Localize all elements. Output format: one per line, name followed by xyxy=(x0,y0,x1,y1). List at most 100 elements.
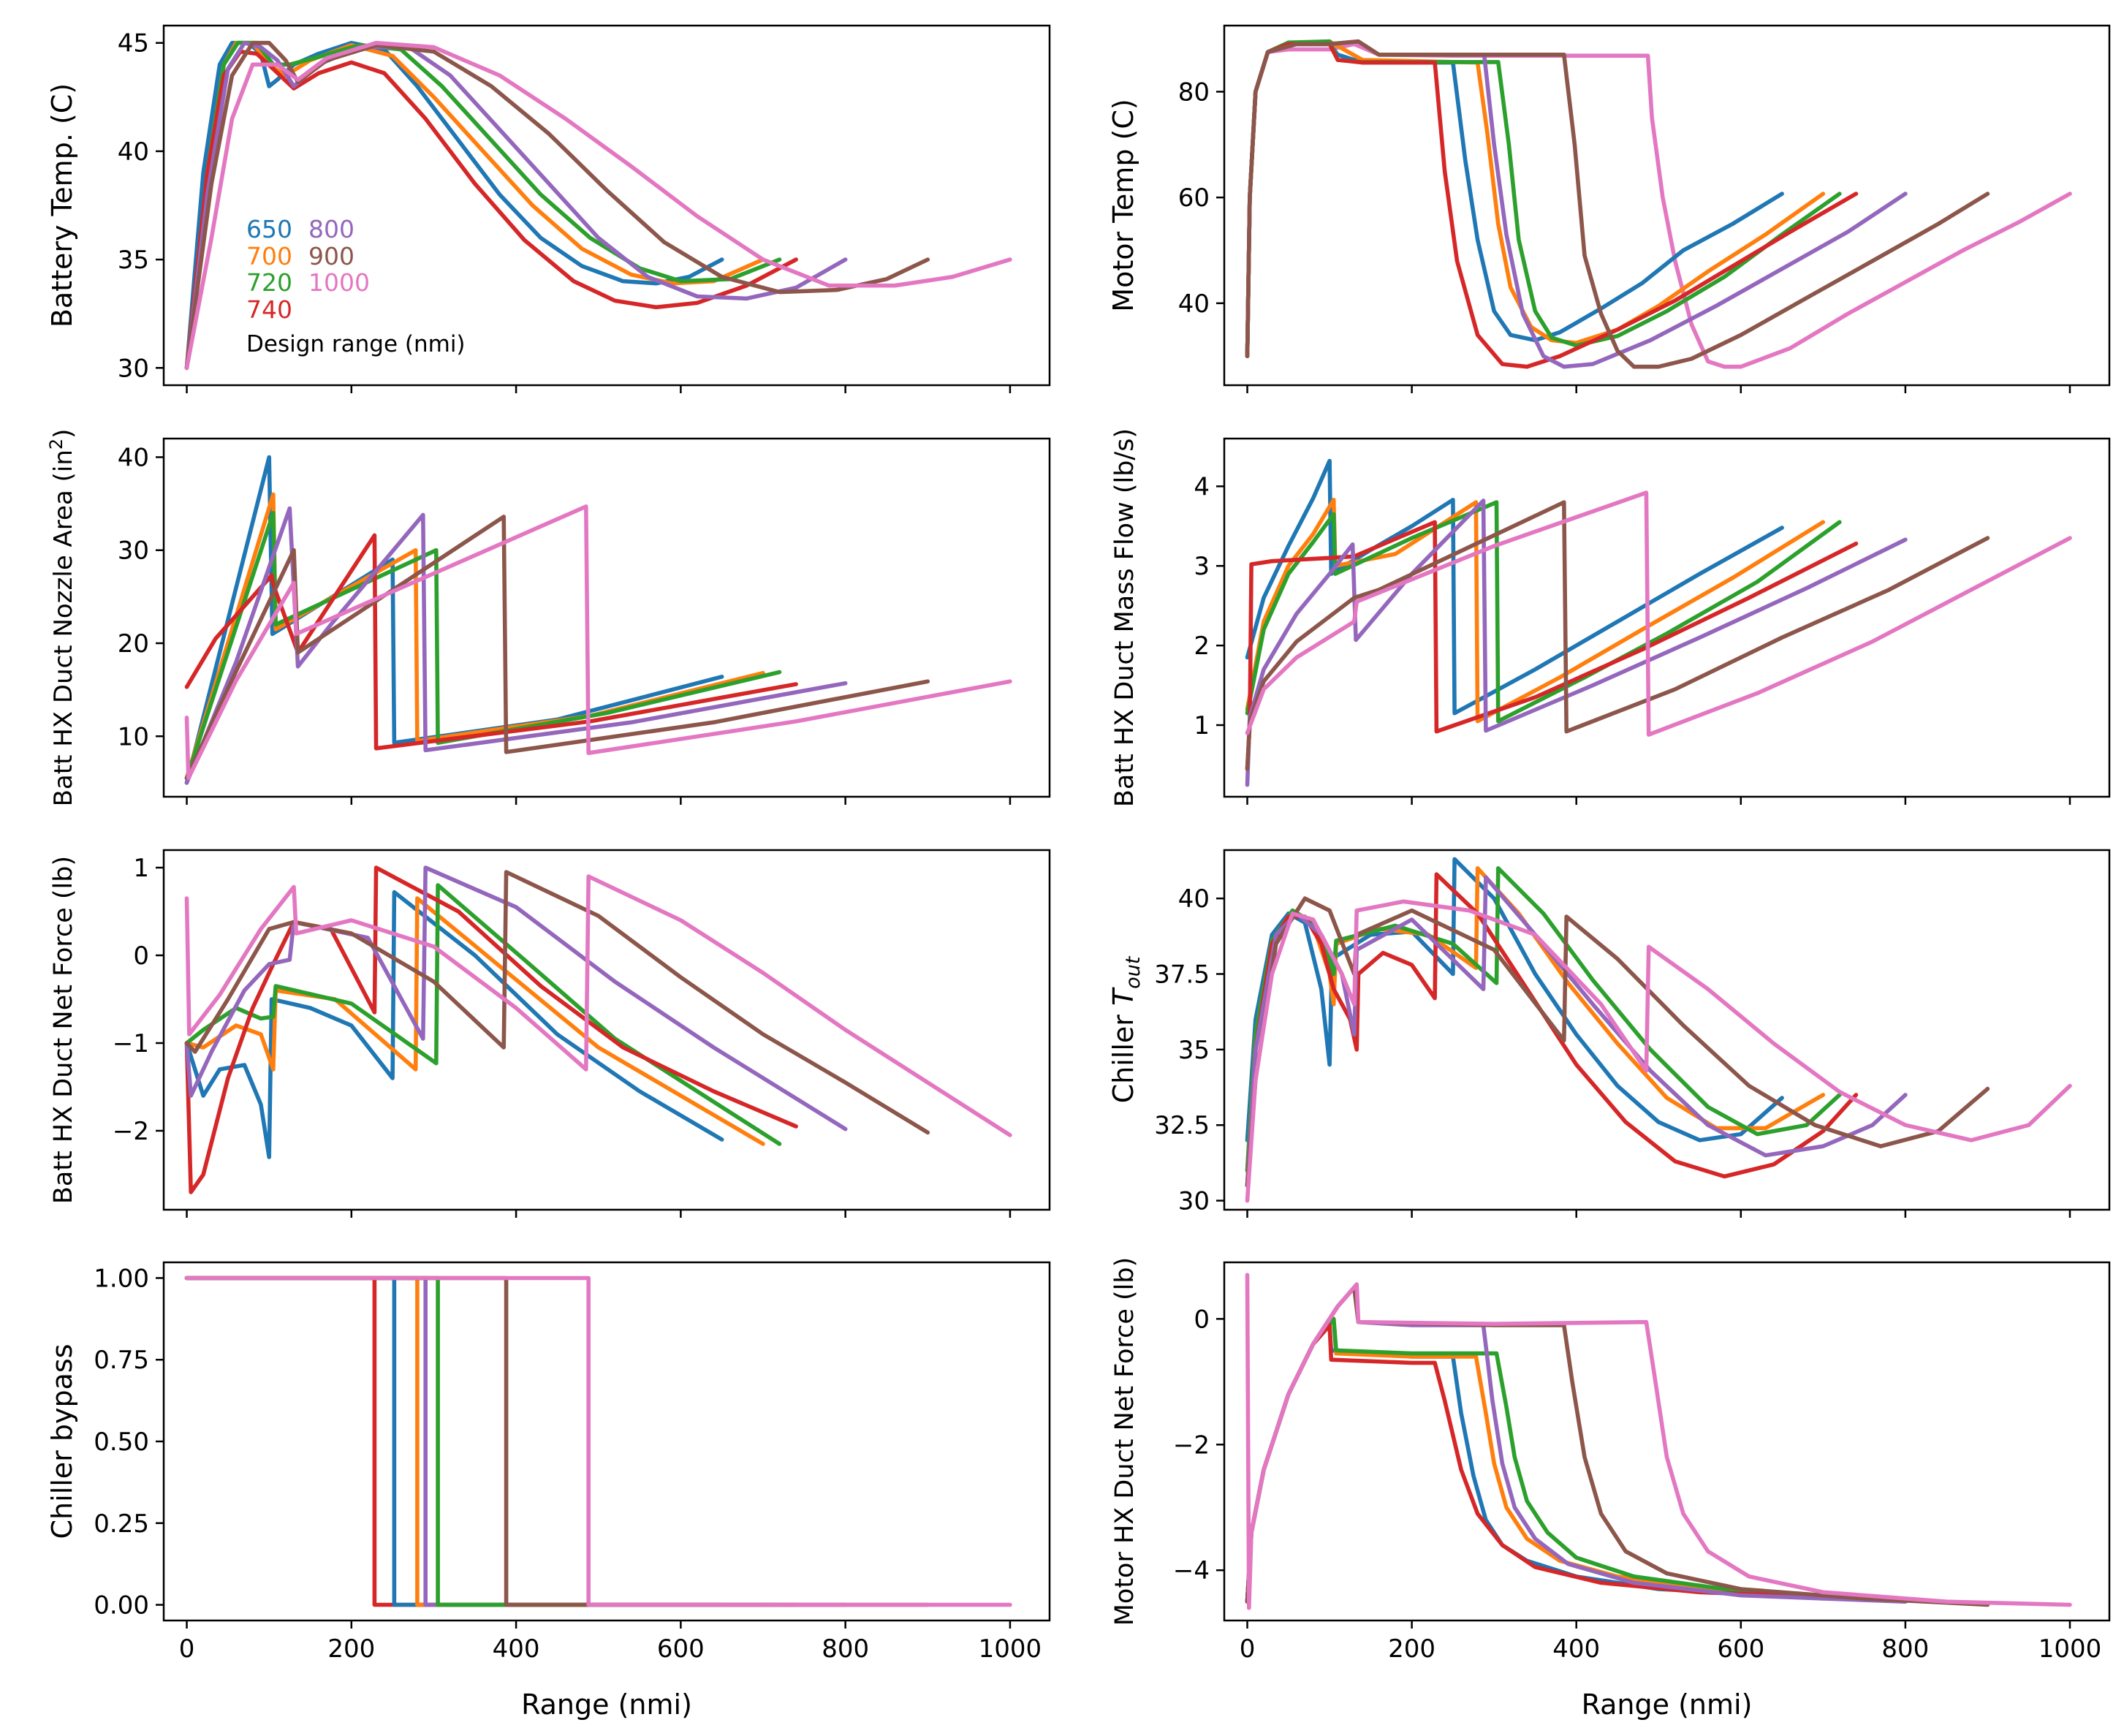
legend-label-900: 900 xyxy=(308,242,354,270)
y-tick-label: 30 xyxy=(118,537,149,566)
series-line-1000 xyxy=(184,1276,1012,1607)
series-line-900 xyxy=(1245,1285,1990,1607)
y-tick-label: 0 xyxy=(1194,1305,1210,1334)
legend-label-650: 650 xyxy=(246,215,292,243)
series-line-1000 xyxy=(1245,899,2072,1203)
legend: 650 700 720 740 800 900 1000 Design rang… xyxy=(246,215,466,357)
y-tick-label: 35 xyxy=(118,246,149,275)
series-line-740 xyxy=(1245,520,1859,771)
axes-frame xyxy=(162,24,1051,387)
series-line-740 xyxy=(1245,872,1859,1188)
x-tick-label: 0 xyxy=(179,1634,195,1664)
legend-label-720: 720 xyxy=(246,268,292,297)
legend-label-1000: 1000 xyxy=(308,268,370,297)
series-line-740 xyxy=(184,1276,798,1607)
y-axis-label: Batt HX Duct Mass Flow (lb/s) xyxy=(1110,428,1139,807)
series-line-900 xyxy=(184,40,930,371)
y-tick-label: 20 xyxy=(118,629,149,659)
series-line-720 xyxy=(1245,39,1842,358)
series-line-740 xyxy=(184,533,798,751)
y-tick-label: −2 xyxy=(1173,1430,1210,1460)
x-tick-label: 600 xyxy=(657,1634,705,1664)
series-line-800 xyxy=(184,506,848,785)
subplot-chiller-tout: 30 32.5 35 37.5 40 Chiller Tout xyxy=(1107,849,2111,1218)
series-line-1000 xyxy=(1245,1273,2072,1610)
legend-label-700: 700 xyxy=(246,242,292,270)
y-tick-label: 40 xyxy=(1178,289,1210,319)
y-tick-label: 40 xyxy=(1178,884,1210,914)
series-line-720 xyxy=(1245,500,1842,724)
series-line-800 xyxy=(1245,499,1908,787)
series-line-900 xyxy=(184,870,930,1135)
series-line-900 xyxy=(1245,39,1990,369)
series-line-900 xyxy=(1245,500,1990,771)
series-line-900 xyxy=(184,515,930,781)
y-axis-label: Chiller Tout xyxy=(1107,955,1145,1103)
subplot-battery-temp: 30 35 40 45 Battery Temp. (C) xyxy=(46,24,1051,393)
y-axis-label: Batt HX Duct Nozzle Area (in2) xyxy=(46,429,78,807)
subplot-mass-flow: 1 2 3 4 Batt HX Duct Mass Flow (lb/s) xyxy=(1110,428,2111,807)
y-axis-label: Battery Temp. (C) xyxy=(46,83,78,327)
series-line-1000 xyxy=(1245,42,2072,369)
series-line-740 xyxy=(184,865,798,1194)
y-tick-label: 1 xyxy=(133,854,149,883)
x-tick-label: 400 xyxy=(1552,1634,1600,1664)
y-tick-label: 10 xyxy=(118,722,149,751)
series-line-720 xyxy=(1245,866,1842,1173)
y-tick-label: 0 xyxy=(133,941,149,971)
y-tick-label: 30 xyxy=(118,354,149,383)
x-tick-label: 400 xyxy=(493,1634,540,1664)
y-tick-label: 4 xyxy=(1194,472,1210,501)
series-line-720 xyxy=(184,511,782,781)
y-tick-label: 2 xyxy=(1194,632,1210,661)
y-tick-label: 0.00 xyxy=(94,1591,149,1621)
series-line-720 xyxy=(184,1276,782,1607)
series-line-900 xyxy=(184,1276,930,1607)
axes-frame xyxy=(1223,1261,2111,1622)
y-tick-label: −2 xyxy=(113,1117,149,1146)
axes-frame xyxy=(1223,24,2111,387)
subplot-motor-net-force: 0 200 400 600 800 1000 −4 −2 0 Motor HX Duct Net … xyxy=(1110,1257,2111,1721)
y-tick-label: 0.50 xyxy=(94,1428,149,1457)
subplot-chiller-bypass: 0 200 400 600 800 1000 0.00 0.25 0.50 0.75 1.00 Chi… xyxy=(46,1261,1051,1721)
series-line-1000 xyxy=(184,504,1012,781)
y-tick-label: 1.00 xyxy=(94,1264,149,1293)
series-line-1000 xyxy=(184,874,1012,1137)
series-line-650 xyxy=(184,1276,724,1607)
y-tick-label: 40 xyxy=(118,137,149,167)
series-line-740 xyxy=(1245,1323,1859,1604)
series-line-1000 xyxy=(1245,490,2072,737)
y-axis-label: Chiller bypass xyxy=(46,1344,78,1539)
x-axis-label: Range (nmi) xyxy=(521,1688,692,1721)
y-axis-label: Motor HX Duct Net Force (lb) xyxy=(1110,1257,1139,1626)
axes-frame xyxy=(162,1261,1051,1622)
series-line-800 xyxy=(184,1276,848,1607)
series-line-1000 xyxy=(184,40,1012,371)
subplot-batt-net-force: −2 −1 0 1 Batt HX Duct Net Force (lb) xyxy=(49,849,1051,1218)
y-tick-label: 3 xyxy=(1194,552,1210,581)
y-tick-label: 0.25 xyxy=(94,1509,149,1539)
x-tick-label: 200 xyxy=(327,1634,375,1664)
y-axis-label: Motor Temp (C) xyxy=(1107,99,1139,311)
y-tick-label: 32.5 xyxy=(1154,1111,1210,1140)
x-tick-label: 0 xyxy=(1240,1634,1256,1664)
series-line-650 xyxy=(1245,458,1784,716)
x-tick-label: 1000 xyxy=(2038,1634,2102,1664)
y-tick-label: 0.75 xyxy=(94,1346,149,1375)
y-tick-label: −4 xyxy=(1173,1556,1210,1585)
legend-label-800: 800 xyxy=(308,215,354,243)
axes-frame xyxy=(1223,437,2111,798)
series-line-700 xyxy=(1245,498,1826,724)
series-line-650 xyxy=(184,890,724,1159)
series-line-700 xyxy=(1245,866,1826,1173)
series-line-800 xyxy=(1245,1285,1908,1604)
subplot-motor-temp: 40 60 80 Motor Temp (C) xyxy=(1107,24,2111,393)
y-tick-label: 1 xyxy=(1194,711,1210,740)
y-tick-label: 35 xyxy=(1178,1036,1210,1065)
y-tick-label: −1 xyxy=(113,1029,149,1058)
series-line-800 xyxy=(184,865,848,1132)
axes-frame xyxy=(162,849,1051,1211)
axes-frame xyxy=(162,437,1051,798)
series-line-700 xyxy=(184,1276,765,1607)
